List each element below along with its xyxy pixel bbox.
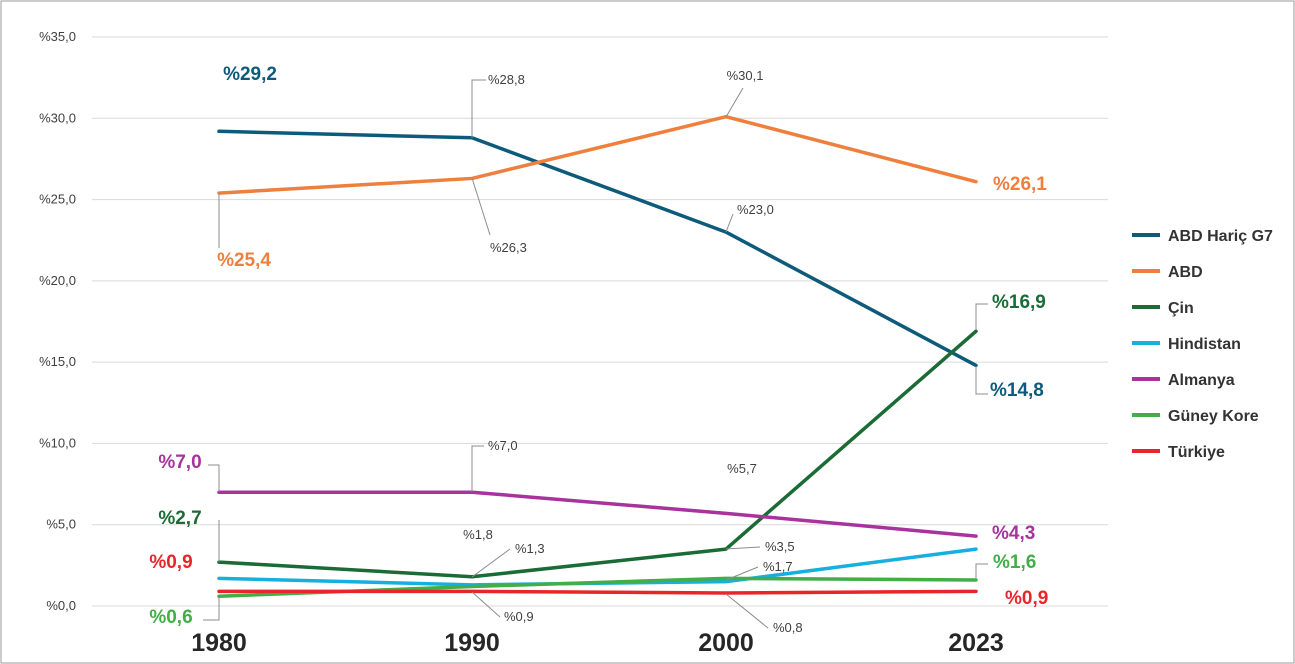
leader-line xyxy=(975,303,988,330)
data-label: %1,7 xyxy=(763,559,793,574)
data-label: %3,5 xyxy=(765,539,795,554)
y-tick-label: %30,0 xyxy=(39,110,76,125)
leader-line xyxy=(725,87,744,118)
legend-label: Çin xyxy=(1168,300,1194,317)
legend-label: Güney Kore xyxy=(1168,408,1259,425)
data-label: %0,8 xyxy=(773,620,803,635)
y-tick-label: %25,0 xyxy=(39,192,76,207)
data-label: %28,8 xyxy=(488,72,525,87)
data-label: %16,9 xyxy=(992,292,1046,313)
data-label: %30,1 xyxy=(727,68,764,83)
leader-line xyxy=(975,366,988,395)
series-line-2 xyxy=(217,329,978,579)
legend-label: ABD xyxy=(1168,264,1203,281)
y-tick-label: %5,0 xyxy=(46,517,76,532)
x-tick-label: 2023 xyxy=(948,629,1004,657)
data-label: %25,4 xyxy=(217,250,271,271)
leader-line xyxy=(725,566,759,581)
data-labels: %29,2 %28,8 %23,0 %14,8 %25,4 %26,3 %30,1 %26,1… xyxy=(149,64,1048,635)
y-tick-label: %0,0 xyxy=(46,598,76,613)
leader-line xyxy=(203,597,220,621)
y-tick-label: %35,0 xyxy=(39,29,76,44)
y-tick-label: %20,0 xyxy=(39,273,76,288)
x-tick-label: 1990 xyxy=(444,629,500,657)
y-axis: %0,0 %5,0 %10,0 %15,0 %20,0 %25,0 %30,0 %35,0 xyxy=(39,29,76,613)
data-label: %0,6 xyxy=(149,607,192,628)
data-label: %1,6 xyxy=(993,552,1036,573)
data-label: %26,1 xyxy=(993,174,1047,195)
leader-line xyxy=(725,213,734,233)
leader-line xyxy=(208,464,220,492)
y-tick-label: %10,0 xyxy=(39,435,76,450)
data-label: %1,3 xyxy=(515,541,545,556)
leader-line xyxy=(725,546,761,550)
data-label: %29,2 xyxy=(223,64,277,85)
data-label: %0,9 xyxy=(1005,588,1048,609)
data-label: %26,3 xyxy=(490,240,527,255)
x-axis: 1980 1990 2000 2023 xyxy=(191,629,1004,657)
data-label: %2,7 xyxy=(158,508,201,529)
grid xyxy=(92,36,1108,607)
series-line-6 xyxy=(217,589,978,595)
data-label: %5,7 xyxy=(727,461,757,476)
leader-line xyxy=(471,445,484,492)
data-label: %7,0 xyxy=(488,438,518,453)
leader-line xyxy=(471,79,486,138)
data-label: %23,0 xyxy=(737,202,774,217)
data-label: %14,8 xyxy=(990,380,1044,401)
leader-line xyxy=(471,548,511,578)
data-label: %7,0 xyxy=(158,452,201,473)
legend-label: ABD Hariç G7 xyxy=(1168,228,1273,245)
x-tick-label: 2000 xyxy=(698,629,754,657)
data-label: %0,9 xyxy=(149,552,192,573)
series-line-1 xyxy=(217,114,978,195)
leader-line xyxy=(471,177,491,236)
data-label: %1,8 xyxy=(463,527,493,542)
series-line-0 xyxy=(217,129,978,368)
data-label: %0,9 xyxy=(504,609,534,624)
legend-label: Almanya xyxy=(1168,372,1235,389)
legend-label: Türkiye xyxy=(1168,444,1225,461)
y-tick-label: %15,0 xyxy=(39,354,76,369)
legend-label: Hindistan xyxy=(1168,336,1241,353)
leader-line xyxy=(975,563,988,578)
series-lines xyxy=(217,114,978,598)
series-line-4 xyxy=(217,490,978,538)
x-tick-label: 1980 xyxy=(191,629,247,657)
leader-line xyxy=(725,593,769,629)
legend: ABD Hariç G7 ABD Çin Hindistan Almanya Güney … xyxy=(1132,228,1273,461)
data-label: %4,3 xyxy=(992,523,1035,544)
leader-line xyxy=(471,591,501,618)
